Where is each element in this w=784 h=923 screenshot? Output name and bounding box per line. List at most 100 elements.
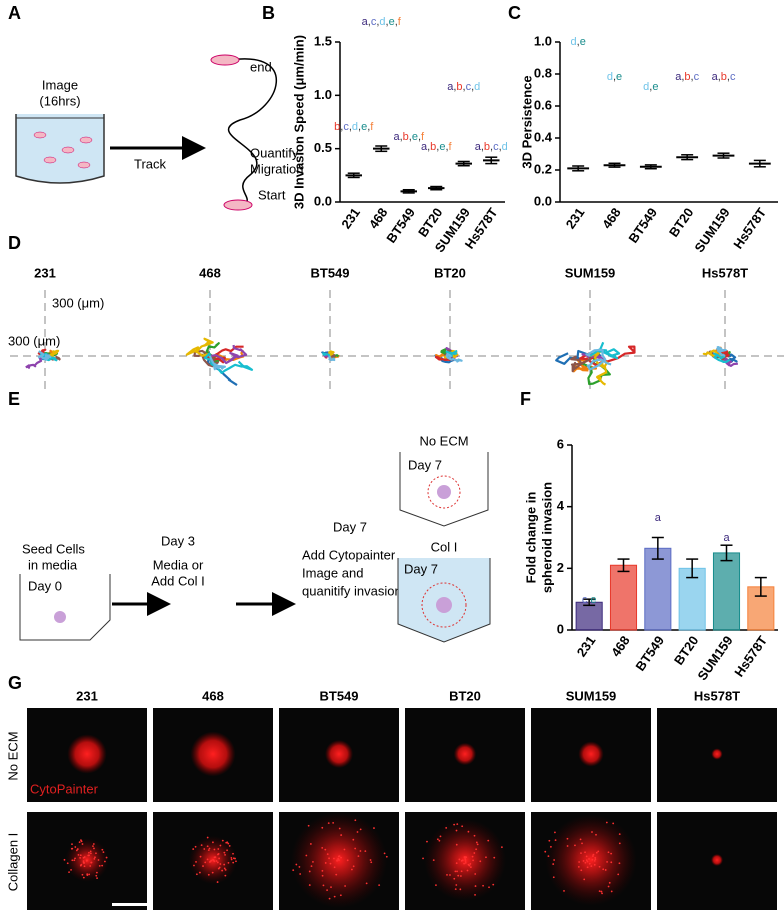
- cell: [608, 881, 611, 884]
- cell: [208, 847, 211, 850]
- cell: [595, 851, 598, 854]
- cell: [455, 884, 458, 886]
- cell: [338, 827, 341, 830]
- cell: [594, 856, 597, 859]
- cell: [436, 838, 439, 841]
- cell: [82, 876, 85, 879]
- row-label: Collagen I: [5, 833, 20, 892]
- cell: [461, 825, 464, 828]
- stain-label: CytoPainter: [30, 781, 99, 796]
- y-tick-label: 0.0: [534, 193, 552, 208]
- x-tick-label: BT549: [383, 205, 418, 246]
- significance-label: a,b,c: [675, 71, 699, 83]
- cell: [588, 858, 590, 860]
- cell: [328, 857, 330, 860]
- track: [209, 344, 248, 365]
- significance-label: a: [655, 512, 662, 524]
- cell: [467, 830, 470, 833]
- cell: [458, 858, 461, 861]
- cell: [610, 852, 613, 855]
- x-tick-label: 231: [563, 205, 588, 231]
- cell: [354, 847, 357, 850]
- y-tick-label: 1.0: [534, 33, 552, 48]
- bar: [644, 547, 672, 631]
- cell: [578, 861, 581, 863]
- cell: [88, 851, 90, 854]
- error-bar: [430, 185, 443, 191]
- cell: [593, 863, 596, 866]
- label: Day 7: [333, 519, 367, 534]
- cell: [324, 862, 327, 864]
- x-tick-label: 468: [366, 205, 391, 231]
- cell: [326, 889, 328, 891]
- x-tick-label: 231: [574, 633, 599, 659]
- cell: [90, 861, 93, 864]
- cell: [95, 871, 98, 874]
- significance-label: d,e: [643, 81, 658, 93]
- track: [206, 345, 244, 364]
- cell: [383, 852, 386, 855]
- cell: [94, 856, 96, 859]
- cell: [81, 873, 84, 876]
- y-tick-label: 2: [557, 560, 564, 575]
- cell: [79, 856, 82, 859]
- cell: [78, 841, 81, 844]
- y-tick-label: 1.0: [314, 87, 332, 102]
- cell: [223, 199, 253, 211]
- label: Start: [258, 187, 286, 202]
- cell: [585, 855, 588, 858]
- y-axis-title: 3D Invasion Speed (μm/min): [291, 35, 306, 209]
- cell: [471, 855, 474, 858]
- cell: [74, 857, 76, 860]
- cell: [479, 860, 482, 863]
- cell: [228, 845, 231, 847]
- y-tick-label: 4: [557, 498, 565, 513]
- cell: [364, 850, 367, 853]
- cell: [308, 884, 311, 886]
- cell: [204, 861, 207, 864]
- spheroid: [437, 485, 451, 499]
- cell: [307, 824, 310, 827]
- scale-label: 300 (μm): [8, 333, 60, 348]
- boundary: [427, 475, 461, 509]
- cell: [232, 857, 235, 860]
- track: [328, 355, 336, 362]
- bar: [575, 601, 603, 631]
- cell: [488, 886, 490, 889]
- cell: [298, 866, 301, 868]
- cell: [85, 859, 88, 862]
- panel-labels: A B C D E F G: [8, 3, 531, 693]
- cell: [308, 870, 311, 873]
- significance-label: d,e: [571, 36, 586, 48]
- track-title: BT549: [310, 265, 349, 280]
- label: Day 0: [28, 578, 62, 593]
- cell: [485, 856, 487, 859]
- cell: [354, 819, 357, 822]
- error-bar: [717, 152, 730, 159]
- panel-label: B: [262, 3, 275, 23]
- cell: [330, 886, 332, 889]
- x-tick-label: BT20: [671, 633, 702, 668]
- cell: [554, 839, 557, 841]
- cell: [95, 852, 97, 855]
- cell: [87, 854, 90, 857]
- cell: [333, 857, 335, 860]
- cell: [214, 856, 217, 859]
- y-axis-title: Fold change in: [523, 492, 538, 584]
- cell: [198, 871, 201, 874]
- cell: [552, 863, 555, 865]
- cell: [340, 856, 342, 859]
- cell: [580, 869, 583, 872]
- cell: [593, 859, 596, 862]
- cell: [295, 863, 298, 866]
- cell: [68, 871, 70, 874]
- cell: [598, 865, 601, 868]
- cell: [200, 844, 203, 847]
- panel-label: D: [8, 233, 21, 253]
- cell: [321, 869, 324, 872]
- cell: [230, 856, 233, 859]
- cell: [309, 843, 312, 845]
- cell: [463, 857, 466, 859]
- x-tick-label: Hs578T: [731, 633, 770, 680]
